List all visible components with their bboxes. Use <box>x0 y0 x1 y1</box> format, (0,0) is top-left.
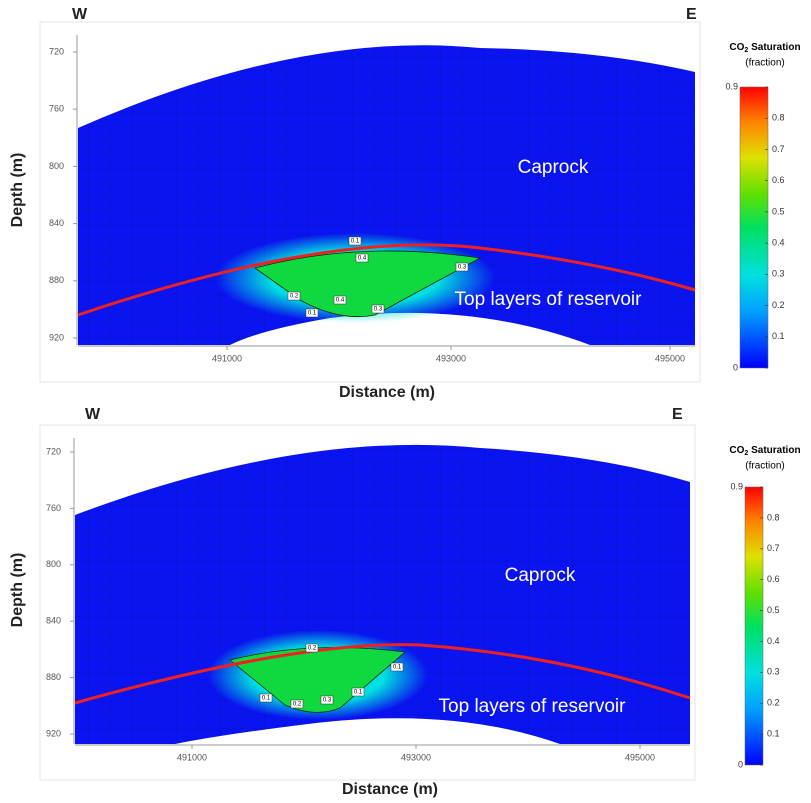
colorbar-tick-label: 0.2 <box>772 300 785 310</box>
colorbar-title-sub: 2 <box>744 47 748 54</box>
contour-label: 0.1 <box>354 690 363 696</box>
contour-label: 0.2 <box>308 646 317 652</box>
east-label: E <box>672 406 683 423</box>
contour-label-box <box>390 662 404 672</box>
contour-label: 0.1 <box>393 665 402 671</box>
colorbar-tick-label: 0.3 <box>767 667 780 677</box>
annotation: Top layers of reservoir <box>455 289 643 310</box>
colorbar-title-part: Saturation <box>748 445 800 456</box>
contour-label-box <box>455 262 469 272</box>
colorbar-tick-label: 0.3 <box>772 269 785 279</box>
contour-label: 0.4 <box>358 256 367 262</box>
contour-label-box <box>348 236 362 246</box>
contour-label-box <box>290 699 304 709</box>
contour-label: 0.2 <box>290 294 299 300</box>
y-tick-label: 800 <box>49 161 64 171</box>
contour-label: 0.3 <box>458 265 467 271</box>
contour-label: 0.1 <box>351 239 360 245</box>
west-label: W <box>72 6 88 23</box>
annotation: Caprock <box>505 565 576 586</box>
y-axis-label: Depth (m) <box>9 153 26 228</box>
y-tick-label: 760 <box>46 503 61 513</box>
colorbar-tick-label: 0.9 <box>730 481 743 491</box>
y-tick-label: 840 <box>46 616 61 626</box>
x-axis-label: Distance (m) <box>342 781 438 798</box>
x-tick-label: 491000 <box>177 752 207 762</box>
colorbar-title-part: Saturation <box>748 42 800 53</box>
contour-label: 0.3 <box>323 698 332 704</box>
colorbar <box>739 86 769 369</box>
east-label: E <box>686 6 697 23</box>
contour-label-box <box>371 304 385 314</box>
reservoir-top <box>77 243 696 317</box>
x-tick-label: 493000 <box>401 752 431 762</box>
annotation: Top layers of reservoir <box>439 696 627 717</box>
x-tick-label: 495000 <box>655 353 685 363</box>
colorbar-tick-label: 0.1 <box>772 331 785 341</box>
west-label: W <box>85 406 101 423</box>
colorbar-tick-label: 0.1 <box>767 728 780 738</box>
x-axis-label: Distance (m) <box>339 384 435 401</box>
colorbar-subtitle: (fraction) <box>745 58 784 69</box>
y-tick-label: 800 <box>46 559 61 569</box>
annotation: Caprock <box>518 157 589 178</box>
colorbar-tick-label: 0.4 <box>767 636 780 646</box>
colorbar-title-part: CO <box>729 445 744 456</box>
colorbar-title-part: CO <box>729 42 744 53</box>
contour-label-box <box>355 253 369 263</box>
colorbar-tick-label: 0.2 <box>767 698 780 708</box>
colorbar-subtitle: (fraction) <box>745 461 784 472</box>
y-tick-label: 880 <box>46 672 61 682</box>
y-tick-label: 920 <box>46 728 61 738</box>
y-tick-label: 840 <box>49 218 64 228</box>
colorbar-tick-label: 0.8 <box>772 113 785 123</box>
colorbar-tick-label: 0 <box>733 362 738 372</box>
colorbar-tick-label: 0.7 <box>767 543 780 553</box>
colorbar-tick-label: 0.5 <box>772 206 785 216</box>
contour-label-box <box>351 687 365 697</box>
colorbar-title-sub: 2 <box>744 450 748 457</box>
plume <box>254 250 482 318</box>
y-axis-label: Depth (m) <box>9 553 26 628</box>
x-tick-label: 495000 <box>625 752 655 762</box>
colorbar-tick-label: 0.4 <box>772 237 785 247</box>
colorbar-tick-label: 0.6 <box>767 574 780 584</box>
colorbar-title: CO2 Saturation <box>729 42 800 54</box>
contour-label-box <box>320 695 334 705</box>
colorbar-tick-label: 0.7 <box>772 144 785 154</box>
x-tick-label: 493000 <box>436 353 466 363</box>
contour-label: 0.4 <box>336 298 345 304</box>
colorbar-tick-label: 0.5 <box>767 605 780 615</box>
y-tick-label: 920 <box>49 332 64 342</box>
contour-label: 0.1 <box>308 311 317 317</box>
colorbar <box>744 486 764 766</box>
y-tick-label: 880 <box>49 275 64 285</box>
colorbar-tick-label: 0 <box>738 759 743 769</box>
contour-label: 0.3 <box>374 307 383 313</box>
contour-label: 0.2 <box>293 702 302 708</box>
plume <box>229 647 406 713</box>
contour-label: 0.1 <box>262 696 271 702</box>
colorbar-tick-label: 0.8 <box>767 512 780 522</box>
contour-label-box <box>305 308 319 318</box>
x-tick-label: 491000 <box>212 353 242 363</box>
contour-label-box <box>287 291 301 301</box>
colorbar-title: CO2 Saturation <box>729 445 800 457</box>
contour-label-box <box>333 295 347 305</box>
colorbar-tick-label: 0.6 <box>772 175 785 185</box>
contour-label-box <box>305 643 319 653</box>
reservoir-top <box>74 643 691 705</box>
y-tick-label: 760 <box>49 104 64 114</box>
colorbar-tick-label: 0.9 <box>725 81 738 91</box>
y-tick-label: 720 <box>46 446 61 456</box>
y-tick-label: 720 <box>49 46 64 56</box>
contour-label-box <box>259 693 273 703</box>
